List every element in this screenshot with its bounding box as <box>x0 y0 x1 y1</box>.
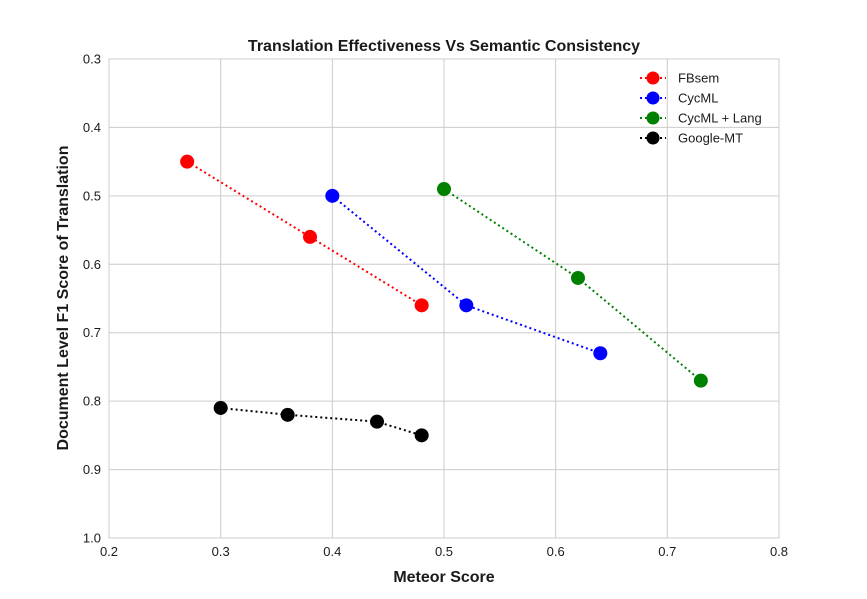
data-point <box>414 428 429 443</box>
y-tick-label: 0.8 <box>83 394 101 409</box>
y-tick-label: 0.6 <box>83 257 101 272</box>
data-point <box>437 182 451 197</box>
data-point <box>571 270 585 285</box>
legend: FBsem CycML CycML + Lang Google-MT <box>640 71 762 146</box>
legend-item: CycML <box>640 91 718 106</box>
data-point <box>693 373 708 388</box>
legend-label: CycML <box>678 91 718 106</box>
legend-label: FBsem <box>678 71 719 86</box>
series-cycml-lang <box>437 182 708 388</box>
legend-marker <box>646 71 660 85</box>
y-tick-label: 0.4 <box>83 120 101 135</box>
legend-item: FBsem <box>640 71 719 86</box>
y-tick-label: 0.9 <box>83 462 101 477</box>
x-tick-label: 0.7 <box>658 544 676 559</box>
legend-label: CycML + Lang <box>678 111 762 126</box>
series-layer <box>180 154 708 443</box>
x-tick-label: 0.3 <box>212 544 230 559</box>
x-axis-label: Meteor Score <box>393 569 494 586</box>
legend-marker <box>646 91 660 105</box>
x-tick-label: 0.4 <box>323 544 341 559</box>
data-point <box>280 407 295 422</box>
legend-item: Google-MT <box>640 131 743 146</box>
y-tick-label: 0.5 <box>83 188 101 203</box>
tick-labels: 0.2 0.3 0.4 0.5 0.6 0.7 0.8 0.3 0.4 0.5 0.6 0.7 0.8 0… <box>83 52 788 560</box>
legend-item: CycML + Lang <box>640 111 762 126</box>
series-fbsem <box>180 154 429 313</box>
data-point <box>459 298 474 313</box>
x-tick-label: 0.6 <box>547 544 565 559</box>
y-tick-label: 0.7 <box>83 325 101 340</box>
y-tick-label: 1.0 <box>83 531 101 546</box>
x-tick-label: 0.8 <box>770 544 788 559</box>
data-point <box>180 154 195 169</box>
series-google-mt <box>213 400 429 443</box>
x-tick-label: 0.2 <box>100 544 118 559</box>
plot-frame <box>108 58 780 539</box>
legend-marker <box>646 131 660 145</box>
data-point <box>303 229 317 244</box>
series-line <box>220 407 422 437</box>
data-point <box>414 298 429 313</box>
series-line <box>186 160 423 307</box>
data-point <box>593 346 608 361</box>
data-point <box>213 400 228 415</box>
y-axis-label: Document Level F1 Score of Translation <box>55 146 72 451</box>
x-tick-label: 0.5 <box>435 544 453 559</box>
data-point <box>370 414 384 429</box>
legend-marker <box>646 111 660 125</box>
chart-title: Translation Effectiveness Vs Semantic Co… <box>248 38 640 55</box>
series-cycml <box>325 188 608 361</box>
legend-label: Google-MT <box>678 131 743 146</box>
y-tick-label: 0.3 <box>83 52 101 67</box>
data-point <box>325 188 340 203</box>
